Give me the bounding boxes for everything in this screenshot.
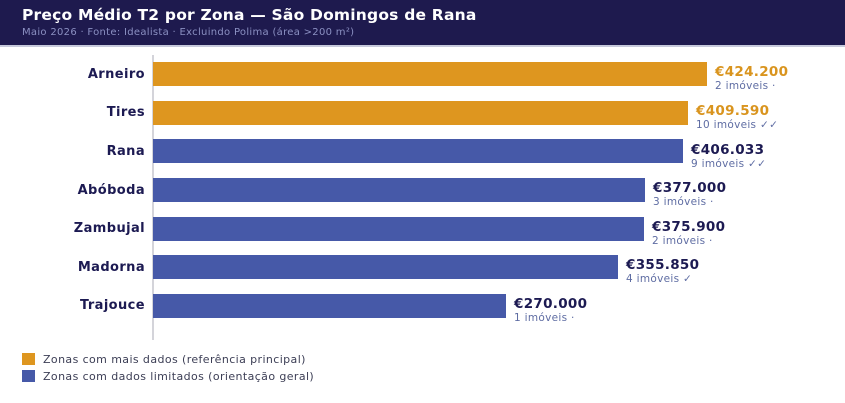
value-label: €270.000 bbox=[514, 295, 588, 312]
bar-row-rana: Rana €406.033 9 imóveis ✓✓ bbox=[0, 132, 845, 171]
page-subtitle: Maio 2026 · Fonte: Idealista · Excluindo… bbox=[22, 27, 355, 39]
count-label: 9 imóveis ✓✓ bbox=[691, 157, 767, 170]
value-label: €355.850 bbox=[626, 257, 700, 274]
count-label: 3 imóveis · bbox=[653, 196, 714, 209]
count-label: 10 imóveis ✓✓ bbox=[696, 119, 779, 132]
value-label: €406.033 bbox=[691, 141, 765, 158]
legend-item-primary: Zonas com mais dados (referência princip… bbox=[22, 351, 314, 367]
bar-row-tires: Tires €409.590 10 imóveis ✓✓ bbox=[0, 94, 845, 133]
category-label: Zambujal bbox=[73, 221, 145, 237]
value-label: €409.590 bbox=[696, 102, 770, 119]
bar-row-zambujal: Zambujal €375.900 2 imóveis · bbox=[0, 209, 845, 248]
legend-swatch-orange bbox=[22, 353, 35, 365]
bar-row-trajouce: Trajouce €270.000 1 imóveis · bbox=[0, 287, 845, 326]
bar-chart: Arneiro €424.200 2 imóveis · Tires €409.… bbox=[0, 47, 845, 347]
category-label: Tires bbox=[106, 105, 145, 121]
bar-aboboda bbox=[153, 178, 645, 203]
bar-trajouce bbox=[153, 293, 506, 318]
value-block: €270.000 1 imóveis · bbox=[514, 295, 588, 325]
category-label: Trajouce bbox=[80, 298, 145, 314]
category-label: Abóboda bbox=[77, 182, 145, 198]
value-block: €355.850 4 imóveis ✓ bbox=[626, 258, 699, 286]
value-block: €424.200 2 imóveis · bbox=[715, 65, 788, 93]
count-label: 4 imóveis ✓ bbox=[626, 273, 693, 286]
value-block: €409.590 10 imóveis ✓✓ bbox=[696, 102, 779, 132]
header: Preço Médio T2 por Zona — São Domingos d… bbox=[0, 0, 845, 47]
bar-tires bbox=[153, 100, 688, 125]
value-block: €375.900 2 imóveis · bbox=[652, 218, 726, 248]
count-label: 1 imóveis · bbox=[514, 312, 575, 325]
count-label: 2 imóveis · bbox=[652, 234, 713, 247]
value-block: €377.000 3 imóveis · bbox=[653, 181, 726, 209]
legend-item-secondary: Zonas com dados limitados (orientação ge… bbox=[22, 368, 314, 384]
bar-madorna bbox=[153, 255, 618, 280]
legend-label: Zonas com mais dados (referência princip… bbox=[43, 352, 306, 366]
bar-rana bbox=[153, 139, 683, 164]
value-label: €375.900 bbox=[652, 218, 726, 235]
category-label: Madorna bbox=[77, 259, 145, 275]
legend-label: Zonas com dados limitados (orientação ge… bbox=[43, 369, 315, 383]
page-title: Preço Médio T2 por Zona — São Domingos d… bbox=[22, 6, 477, 24]
bar-rows: Arneiro €424.200 2 imóveis · Tires €409.… bbox=[0, 47, 845, 325]
count-label: 2 imóveis · bbox=[715, 80, 776, 93]
category-label: Rana bbox=[106, 143, 145, 159]
legend-swatch-blue bbox=[22, 370, 35, 382]
bar-row-aboboda: Abóboda €377.000 3 imóveis · bbox=[0, 171, 845, 210]
category-label: Arneiro bbox=[87, 66, 145, 82]
value-block: €406.033 9 imóveis ✓✓ bbox=[691, 141, 767, 171]
bar-zambujal bbox=[153, 216, 644, 241]
bar-arneiro bbox=[153, 62, 707, 87]
legend: Zonas com mais dados (referência princip… bbox=[22, 351, 314, 385]
value-label: €424.200 bbox=[715, 64, 789, 81]
bar-row-arneiro: Arneiro €424.200 2 imóveis · bbox=[0, 55, 845, 94]
bar-row-madorna: Madorna €355.850 4 imóveis ✓ bbox=[0, 248, 845, 287]
value-label: €377.000 bbox=[653, 180, 727, 197]
